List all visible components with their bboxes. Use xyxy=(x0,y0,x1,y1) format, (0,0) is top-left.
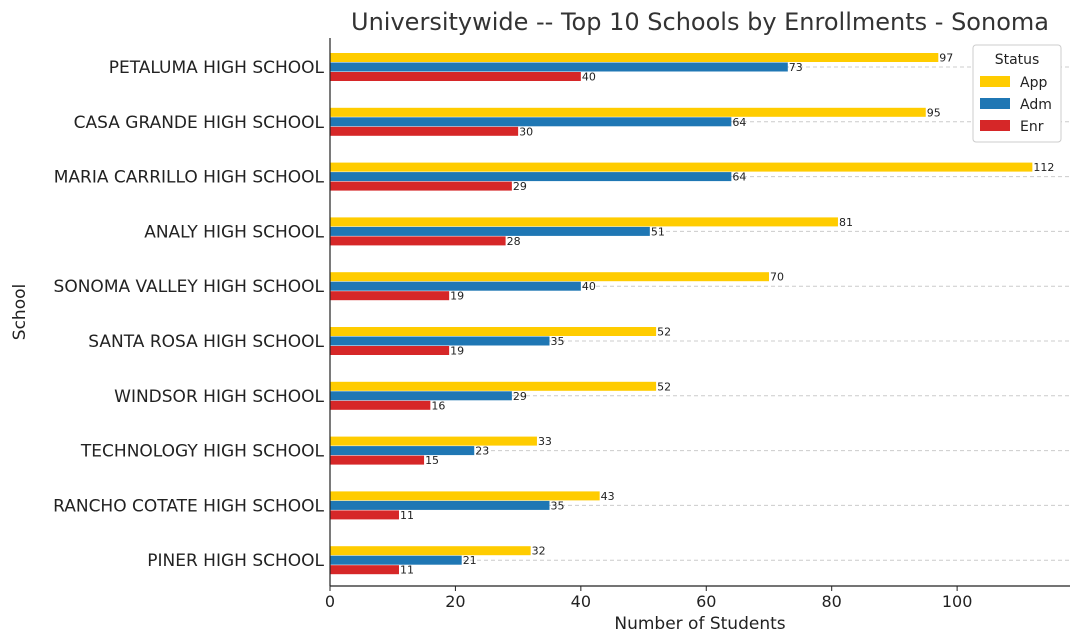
bar-adm xyxy=(330,391,512,401)
value-label: 29 xyxy=(513,180,527,193)
bar-adm xyxy=(330,555,462,565)
legend-label-adm: Adm xyxy=(1020,97,1052,113)
value-label: 95 xyxy=(927,106,941,119)
value-label: 52 xyxy=(657,326,671,339)
value-label: 19 xyxy=(450,290,464,303)
x-axis-label: Number of Students xyxy=(614,614,785,634)
value-labels: 97 73 40 95 64 30 112 64 29 81 51 28 70 40 19 52 35 19 52 2… xyxy=(400,52,1054,577)
value-label: 70 xyxy=(770,271,784,284)
legend-swatch-adm xyxy=(980,98,1010,109)
value-label: 112 xyxy=(1033,161,1054,174)
bar-enr xyxy=(330,72,581,81)
category-label: SANTA ROSA HIGH SCHOOL xyxy=(88,332,324,352)
bar-app xyxy=(330,546,531,556)
bar-enr xyxy=(330,565,399,575)
legend-label-app: App xyxy=(1020,75,1047,91)
value-label: 11 xyxy=(400,564,414,577)
value-label: 23 xyxy=(475,445,489,458)
value-label: 28 xyxy=(507,235,521,248)
bar-adm xyxy=(330,172,732,182)
value-label: 32 xyxy=(532,545,546,558)
value-label: 40 xyxy=(582,280,596,293)
bar-enr xyxy=(330,236,506,246)
value-label: 19 xyxy=(450,345,464,358)
bar-app xyxy=(330,381,657,391)
bar-adm xyxy=(330,336,550,346)
bar-app xyxy=(330,436,537,446)
bar-adm xyxy=(330,226,650,236)
bar-app xyxy=(330,53,939,62)
legend-title: Status xyxy=(995,52,1040,68)
value-label: 15 xyxy=(425,454,439,467)
legend: Status App Adm Enr xyxy=(972,44,1062,143)
category-label: RANCHO COTATE HIGH SCHOOL xyxy=(53,496,324,516)
x-tick-label: 60 xyxy=(696,592,716,611)
value-label: 40 xyxy=(582,71,596,84)
x-ticks: 0 20 40 60 80 100 xyxy=(325,586,972,611)
category-labels: PETALUMA HIGH SCHOOL CASA GRANDE HIGH SCH… xyxy=(53,58,324,571)
legend-label-enr: Enr xyxy=(1020,119,1044,135)
value-label: 21 xyxy=(463,554,477,567)
x-tick-label: 40 xyxy=(571,592,591,611)
value-label: 73 xyxy=(789,61,803,74)
category-label: TECHNOLOGY HIGH SCHOOL xyxy=(80,442,325,462)
category-label: ANALY HIGH SCHOOL xyxy=(144,222,324,242)
bar-app xyxy=(330,272,769,282)
x-tick-label: 100 xyxy=(942,592,973,611)
category-label: MARIA CARRILLO HIGH SCHOOL xyxy=(54,168,325,188)
bar-adm xyxy=(330,117,732,127)
bar-enr xyxy=(330,181,512,191)
value-label: 64 xyxy=(732,116,746,129)
value-label: 97 xyxy=(939,52,953,65)
bar-app xyxy=(330,217,838,227)
value-label: 29 xyxy=(513,390,527,403)
bar-enr xyxy=(330,455,425,465)
category-label: WINDSOR HIGH SCHOOL xyxy=(114,387,324,407)
value-label: 11 xyxy=(400,509,414,522)
x-tick-label: 0 xyxy=(325,592,335,611)
bar-adm xyxy=(330,62,788,72)
x-tick-label: 80 xyxy=(822,592,842,611)
bar-enr xyxy=(330,510,399,520)
bar-app xyxy=(330,491,600,501)
legend-swatch-enr xyxy=(980,120,1010,131)
bar-adm xyxy=(330,446,475,456)
bar-enr xyxy=(330,400,431,410)
bar-enr xyxy=(330,346,450,355)
category-label: PETALUMA HIGH SCHOOL xyxy=(109,58,325,78)
value-label: 52 xyxy=(657,380,671,393)
bar-adm xyxy=(330,500,550,510)
bar-adm xyxy=(330,281,581,291)
category-label: SONOMA VALLEY HIGH SCHOOL xyxy=(54,277,325,297)
value-label: 43 xyxy=(601,490,615,503)
category-label: CASA GRANDE HIGH SCHOOL xyxy=(74,113,325,133)
x-tick-label: 20 xyxy=(445,592,465,611)
value-label: 16 xyxy=(431,399,445,412)
legend-swatch-app xyxy=(980,76,1010,87)
value-label: 35 xyxy=(550,335,564,348)
value-label: 35 xyxy=(550,499,564,512)
bar-enr xyxy=(330,291,450,301)
value-label: 51 xyxy=(651,225,665,238)
y-axis-label: School xyxy=(10,284,30,340)
bar-app xyxy=(330,327,657,336)
category-label: PINER HIGH SCHOOL xyxy=(147,551,324,571)
legend-box xyxy=(972,44,1062,143)
bar-enr xyxy=(330,126,519,136)
bars xyxy=(330,53,1033,575)
value-label: 64 xyxy=(732,171,746,184)
value-label: 33 xyxy=(538,435,552,448)
grid xyxy=(330,66,1070,561)
value-label: 81 xyxy=(839,216,853,229)
bar-app xyxy=(330,162,1033,172)
bar-app xyxy=(330,107,926,117)
chart-title: Universitywide -- Top 10 Schools by Enro… xyxy=(351,8,1049,36)
value-label: 30 xyxy=(519,125,533,138)
